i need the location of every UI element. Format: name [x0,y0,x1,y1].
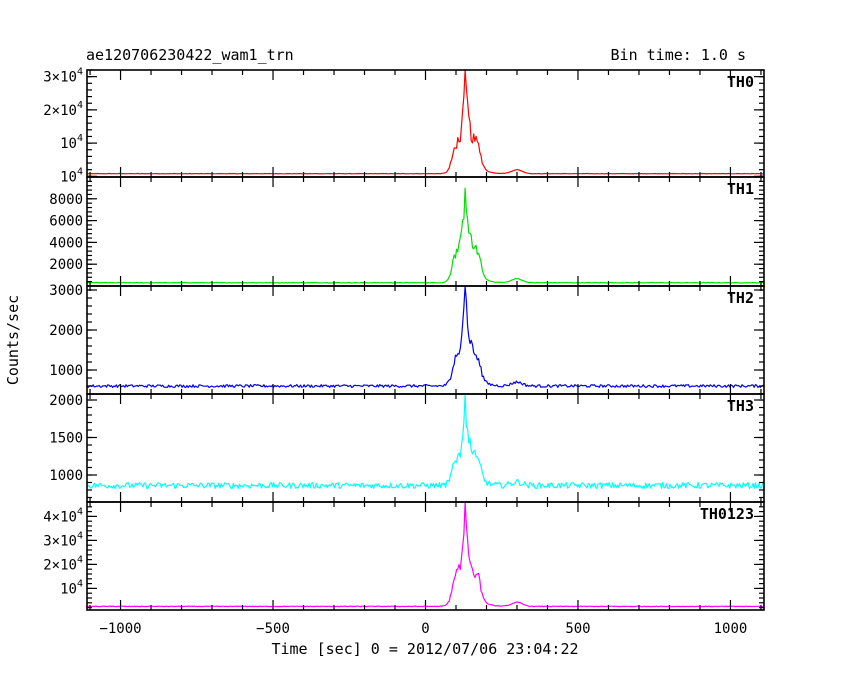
panels-group: TH01041042×1043×104TH12000400060008000TH… [43,67,765,637]
x-tick-label: 500 [565,621,590,637]
y-tick-label: 2×104 [43,100,83,119]
panel-label: TH0 [727,73,754,91]
panel-label: TH2 [727,289,754,307]
series-line-th0123 [86,501,765,608]
y-tick-label: 2000 [49,257,83,273]
x-tick-label: 0 [421,621,429,637]
panel-frame [86,176,765,287]
y-tick-label: 2000 [49,323,83,339]
chart-title: ae120706230422_wam1_trn [86,46,294,64]
y-tick-label: 104 [60,166,83,185]
panel-label: TH1 [727,180,754,198]
y-tick-label: 2×104 [43,554,83,573]
panel-th1: TH1 2000 4000 6000 8000 [49,176,765,287]
y-axis-label: Counts/sec [4,295,22,385]
panel-frame [86,285,765,395]
panel-th0123: TH0123 104 2×104 3×104 4×104 [43,501,765,611]
y-tick-label: 3×104 [43,67,83,86]
x-tick-label: −500 [256,621,290,637]
y-tick-label: 104 [60,578,83,597]
panel-label: TH3 [727,397,754,415]
panel-th2: TH2 1000 2000 3000 [49,283,765,395]
x-axis-label: Time [sec] 0 = 2012/07/06 23:04:22 [271,640,578,658]
y-tick-label: 4×104 [43,506,83,525]
series-line-th1 [87,187,765,284]
y-tick-label: 3×104 [43,530,83,549]
series-line-th2 [86,285,765,388]
y-tick-label: 1000 [49,363,83,379]
y-tick-label: 8000 [49,192,83,208]
y-tick-label: 3000 [49,283,83,299]
bin-time-label: Bin time: 1.0 s [611,46,746,64]
panel-frame [86,501,765,611]
y-tick-label: 1500 [49,431,83,447]
y-tick-label: 1000 [49,468,83,484]
series-line-th3 [86,393,765,490]
y-tick-label: 6000 [49,214,83,230]
panel-th0: TH0 104 104 2×104 3×104 [43,67,765,185]
y-tick-label: 104 [60,133,83,152]
panel-frame [86,69,765,178]
panel-th3: TH3 1000 1500 2000 [49,393,765,503]
series-line-th0 [86,69,765,175]
y-tick-label: 2000 [49,393,83,409]
x-tick-label: −1000 [99,621,141,637]
x-tick-label: 1000 [714,621,748,637]
y-tick-label: 4000 [49,235,83,251]
panel-label: TH0123 [700,505,754,523]
